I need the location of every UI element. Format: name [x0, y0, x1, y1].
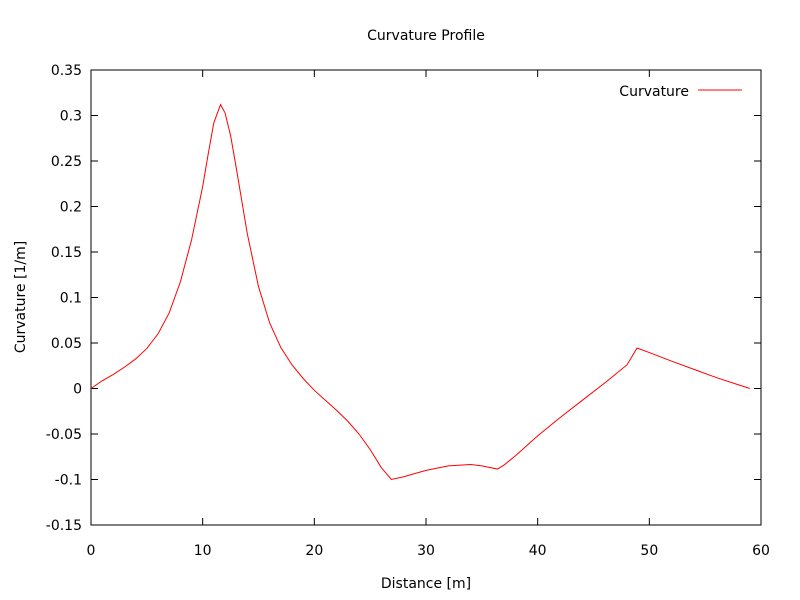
x-tick-label: 40 — [529, 543, 547, 559]
x-axis-label: Distance [m] — [381, 576, 471, 592]
y-tick-label: 0.25 — [51, 154, 82, 170]
y-tick-label: -0.15 — [46, 518, 82, 534]
y-tick-label: 0.05 — [51, 336, 82, 352]
y-tick-label: -0.05 — [46, 427, 82, 443]
y-tick-label: 0.35 — [51, 63, 82, 79]
y-tick-label: 0.15 — [51, 245, 82, 261]
y-tick-label: 0.1 — [60, 291, 82, 307]
x-tick-label: 50 — [640, 543, 658, 559]
x-tick-label: 30 — [417, 543, 435, 559]
series-line-curvature — [90, 103, 750, 481]
chart-title: Curvature Profile — [367, 28, 485, 44]
y-axis-label: Curvature [1/m] — [13, 241, 29, 353]
plot-frame — [90, 69, 762, 526]
x-tick-label: 60 — [752, 543, 770, 559]
y-tick-label: 0 — [73, 382, 82, 398]
x-axis: 0 10 20 30 40 50 60 — [87, 70, 770, 559]
legend: Curvature — [619, 84, 742, 100]
y-tick-label: -0.1 — [55, 473, 82, 489]
y-tick-label: 0.3 — [60, 109, 82, 125]
x-tick-label: 10 — [194, 543, 212, 559]
legend-label-curvature: Curvature — [619, 84, 689, 100]
x-tick-label: 0 — [87, 543, 96, 559]
y-tick-label: 0.2 — [60, 200, 82, 216]
x-tick-label: 20 — [305, 543, 323, 559]
y-axis: -0.15 -0.1 -0.05 0 0.05 0.1 0.15 0.2 0.25 0.3 0.35 — [46, 63, 761, 534]
